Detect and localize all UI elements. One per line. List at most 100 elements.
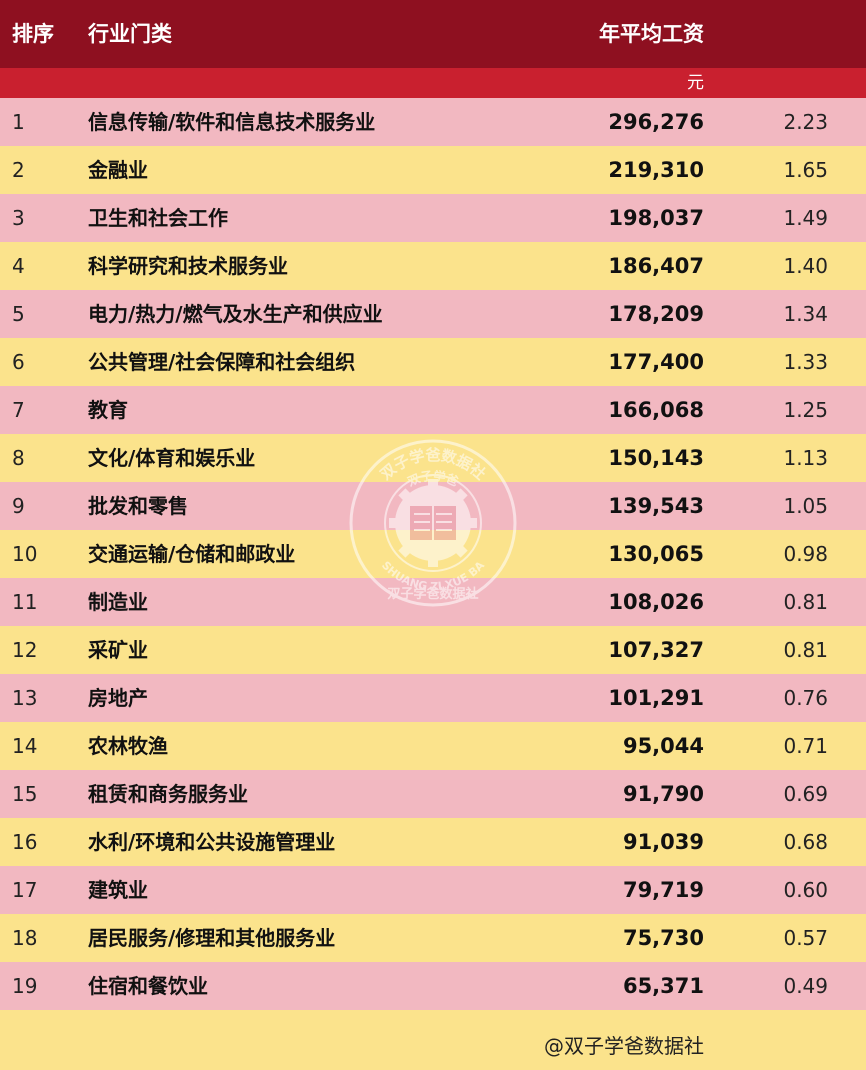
ratio-cell: 0.76 — [783, 686, 828, 710]
table-row: 4 科学研究和技术服务业 186,407 1.40 — [0, 242, 866, 290]
table-row: 2 金融业 219,310 1.65 — [0, 146, 866, 194]
rank-cell: 11 — [12, 590, 38, 614]
unit-row: 元 — [0, 68, 866, 98]
table-row: 1 信息传输/软件和信息技术服务业 296,276 2.23 — [0, 98, 866, 146]
ratio-cell: 0.71 — [783, 734, 828, 758]
industry-cell: 建筑业 — [88, 878, 148, 902]
ratio-cell: 1.40 — [783, 254, 828, 278]
wage-cell: 91,790 — [622, 782, 704, 806]
rank-cell: 9 — [12, 494, 25, 518]
wage-cell: 186,407 — [608, 254, 704, 278]
industry-cell: 电力/热力/燃气及水生产和供应业 — [88, 302, 383, 326]
table-row: 16 水利/环境和公共设施管理业 91,039 0.68 — [0, 818, 866, 866]
wage-cell: 130,065 — [608, 542, 704, 566]
wage-cell: 177,400 — [608, 350, 704, 374]
ratio-cell: 1.49 — [783, 206, 828, 230]
table-row: 12 采矿业 107,327 0.81 — [0, 626, 866, 674]
industry-cell: 制造业 — [88, 590, 148, 614]
wage-cell: 108,026 — [608, 590, 704, 614]
rank-cell: 19 — [12, 974, 38, 998]
rank-cell: 2 — [12, 158, 25, 182]
wage-cell: 65,371 — [622, 974, 704, 998]
ratio-cell: 0.81 — [783, 638, 828, 662]
rank-cell: 3 — [12, 206, 25, 230]
ratio-cell: 0.98 — [783, 542, 828, 566]
industry-cell: 金融业 — [88, 158, 148, 182]
table-row: 13 房地产 101,291 0.76 — [0, 674, 866, 722]
ratio-cell: 1.13 — [783, 446, 828, 470]
rank-cell: 5 — [12, 302, 25, 326]
rank-cell: 18 — [12, 926, 38, 950]
wage-cell: 139,543 — [608, 494, 704, 518]
wage-cell: 296,276 — [608, 110, 704, 134]
industry-cell: 文化/体育和娱乐业 — [88, 446, 256, 470]
wage-cell: 150,143 — [608, 446, 704, 470]
footer-credit: @双子学爸数据社 — [544, 1034, 704, 1058]
rank-cell: 1 — [12, 110, 25, 134]
rank-cell: 8 — [12, 446, 25, 470]
ratio-cell: 0.81 — [783, 590, 828, 614]
industry-cell: 房地产 — [88, 686, 148, 710]
ratio-cell: 1.34 — [783, 302, 828, 326]
industry-cell: 居民服务/修理和其他服务业 — [88, 926, 336, 950]
industry-cell: 住宿和餐饮业 — [88, 974, 208, 998]
rank-cell: 15 — [12, 782, 38, 806]
ratio-cell: 0.69 — [783, 782, 828, 806]
watermark-seal: 双子学爸数据社 双子学爸 SHUANG ZI XUE BA 双子学爸数据社 — [349, 439, 517, 607]
table-row: 18 居民服务/修理和其他服务业 75,730 0.57 — [0, 914, 866, 962]
ratio-cell: 1.25 — [783, 398, 828, 422]
unit-label: 元 — [687, 73, 704, 93]
industry-cell: 科学研究和技术服务业 — [88, 254, 288, 278]
rank-cell: 10 — [12, 542, 38, 566]
wage-cell: 219,310 — [608, 158, 704, 182]
rank-cell: 6 — [12, 350, 25, 374]
table-row: 17 建筑业 79,719 0.60 — [0, 866, 866, 914]
wage-cell: 75,730 — [622, 926, 704, 950]
header-industry: 行业门类 — [88, 22, 172, 46]
rank-cell: 4 — [12, 254, 25, 278]
table-row: 14 农林牧渔 95,044 0.71 — [0, 722, 866, 770]
ratio-cell: 1.33 — [783, 350, 828, 374]
industry-cell: 批发和零售 — [88, 494, 188, 518]
industry-cell: 农林牧渔 — [88, 734, 168, 758]
industry-cell: 公共管理/社会保障和社会组织 — [88, 350, 356, 374]
ratio-cell: 0.68 — [783, 830, 828, 854]
table-header: 排序 行业门类 年平均工资 — [0, 0, 866, 68]
ratio-cell: 0.57 — [783, 926, 828, 950]
ratio-cell: 1.05 — [783, 494, 828, 518]
rank-cell: 12 — [12, 638, 38, 662]
watermark-bottom-text: 双子学爸数据社 — [387, 586, 478, 602]
table-row: 19 住宿和餐饮业 65,371 0.49 — [0, 962, 866, 1010]
table-row: 7 教育 166,068 1.25 — [0, 386, 866, 434]
table-row: 6 公共管理/社会保障和社会组织 177,400 1.33 — [0, 338, 866, 386]
table-row: 15 租赁和商务服务业 91,790 0.69 — [0, 770, 866, 818]
wage-cell: 166,068 — [608, 398, 704, 422]
wage-cell: 198,037 — [608, 206, 704, 230]
wage-cell: 101,291 — [608, 686, 704, 710]
header-wage: 年平均工资 — [599, 22, 704, 46]
wage-cell: 95,044 — [622, 734, 704, 758]
rank-cell: 16 — [12, 830, 38, 854]
ratio-cell: 0.60 — [783, 878, 828, 902]
rank-cell: 13 — [12, 686, 38, 710]
industry-cell: 卫生和社会工作 — [88, 206, 228, 230]
ratio-cell: 0.49 — [783, 974, 828, 998]
rank-cell: 17 — [12, 878, 38, 902]
wage-cell: 178,209 — [608, 302, 704, 326]
rank-cell: 14 — [12, 734, 38, 758]
industry-cell: 教育 — [88, 398, 128, 422]
ratio-cell: 1.65 — [783, 158, 828, 182]
rank-cell: 7 — [12, 398, 25, 422]
wage-cell: 91,039 — [622, 830, 704, 854]
ratio-cell: 2.23 — [783, 110, 828, 134]
industry-cell: 租赁和商务服务业 — [88, 782, 248, 806]
industry-cell: 交通运输/仓储和邮政业 — [88, 542, 296, 566]
table-row: 5 电力/热力/燃气及水生产和供应业 178,209 1.34 — [0, 290, 866, 338]
book-icon — [410, 506, 456, 540]
industry-cell: 信息传输/软件和信息技术服务业 — [88, 110, 376, 134]
table-row: 3 卫生和社会工作 198,037 1.49 — [0, 194, 866, 242]
table-row: 11 制造业 108,026 0.81 — [0, 578, 866, 626]
industry-cell: 采矿业 — [88, 638, 148, 662]
wage-cell: 79,719 — [622, 878, 704, 902]
